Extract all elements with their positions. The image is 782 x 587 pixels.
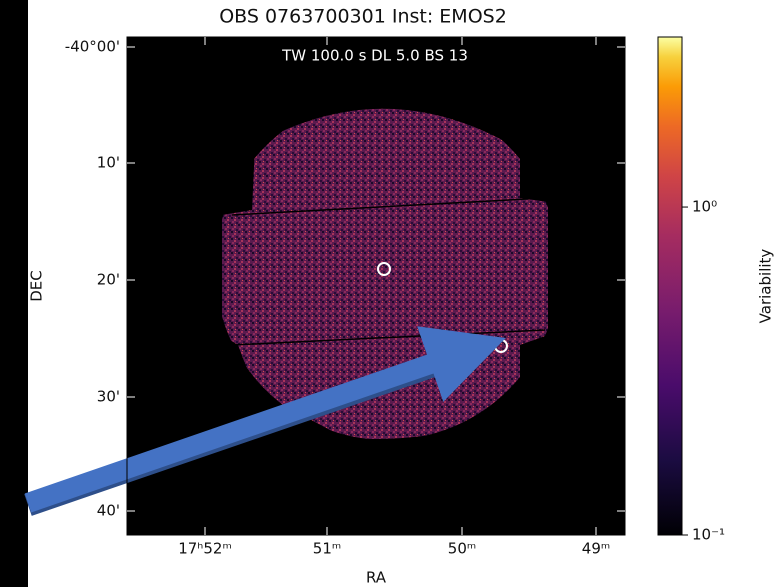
y-tick-label: 10' <box>97 154 120 172</box>
colorbar <box>657 36 683 536</box>
title: OBS 0763700301 Inst: EMOS2 <box>219 6 507 28</box>
colorbar-tick-label: 10⁰ <box>692 198 717 216</box>
x-tick-label: 50ᵐ <box>448 540 476 558</box>
x-tick-label: 49ᵐ <box>582 540 610 558</box>
axes-frame <box>126 36 626 536</box>
source-marker <box>377 262 391 276</box>
annotation: TW 100.0 s DL 5.0 BS 13 <box>281 47 468 65</box>
y-tick-label: 20' <box>97 271 120 289</box>
x-label: RA <box>366 569 387 587</box>
y-tick-label: 40' <box>97 502 120 520</box>
arrow <box>24 326 506 513</box>
y-tick-label: 30' <box>97 388 120 406</box>
y-label: DEC <box>28 270 46 302</box>
colorbar-label: Variability <box>757 249 775 324</box>
x-tick-label: 17ʰ52ᵐ <box>178 540 232 558</box>
ticks: 17ʰ52ᵐ 51ᵐ 50ᵐ 49ᵐ -40°00' 10' 20' 30' 40' 10⁻¹ 10… <box>65 37 725 558</box>
x-tick-label: 51ᵐ <box>313 540 341 558</box>
colorbar-tick-label: 10⁻¹ <box>692 526 725 544</box>
y-tick-label: -40°00' <box>65 38 120 56</box>
